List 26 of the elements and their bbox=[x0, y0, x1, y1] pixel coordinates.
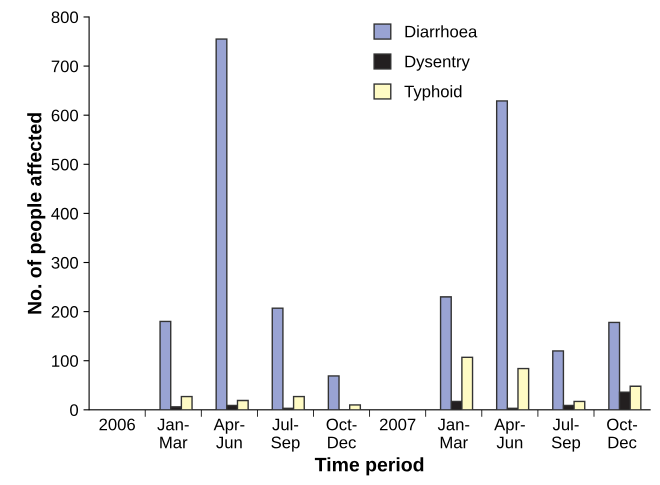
y-tick-label: 300 bbox=[52, 256, 78, 269]
x-tick-label: Jul- Sep bbox=[552, 418, 580, 452]
legend-label: Typhoid bbox=[404, 85, 462, 101]
x-tick-label: Jan- Mar bbox=[157, 418, 189, 448]
bar bbox=[348, 404, 362, 410]
y-tick-label: 200 bbox=[52, 306, 78, 318]
legend-label: Diarrhoea bbox=[405, 25, 478, 38]
x-tick-label: Apr- Jun bbox=[214, 418, 244, 448]
y-tick-label: 700 bbox=[52, 60, 78, 72]
x-tick-label: Jul- Sep bbox=[271, 418, 300, 452]
x-tick-label: 2006 bbox=[99, 418, 135, 430]
legend-label: Dysentry bbox=[405, 56, 470, 71]
x-tick-label: Oct- Dec bbox=[607, 418, 638, 448]
x-axis-title: Time period bbox=[314, 457, 424, 476]
y-tick-label: 800 bbox=[52, 11, 78, 24]
bar bbox=[328, 375, 340, 410]
y-axis-title: No. of people affected bbox=[27, 113, 46, 314]
y-tick-label: 400 bbox=[51, 208, 78, 220]
x-tick-label: 2007 bbox=[380, 418, 416, 430]
y-tick-label: 100 bbox=[52, 355, 78, 367]
x-tick-label: Jan- Mar bbox=[438, 418, 470, 448]
y-tick-label: 600 bbox=[52, 110, 78, 122]
x-tick-label: Oct- Dec bbox=[326, 418, 357, 448]
y-tick-label: 0 bbox=[70, 404, 78, 416]
x-tick-label: Apr- Jun bbox=[494, 418, 525, 448]
y-tick-label: 500 bbox=[52, 158, 78, 170]
